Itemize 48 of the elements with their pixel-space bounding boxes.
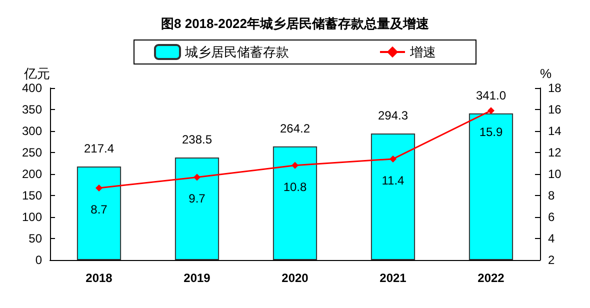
y2-tick-label: 18 [548,81,562,95]
bar [370,133,416,260]
data-label: 10.8 [283,180,307,194]
y-tick-label: 250 [22,146,42,160]
x-tick-label: 2020 [282,271,309,285]
y2-tick-label: 10 [548,167,562,181]
x-tick-label: 2019 [184,271,211,285]
y2-tick-label: 12 [548,146,562,160]
point [96,184,102,192]
y-tick-label: 50 [28,232,42,246]
y-axis-title: 亿元 [23,66,50,81]
bar [76,166,122,260]
point [292,162,298,169]
data-label: 9.7 [188,192,206,206]
data-label: 341.0 [476,88,506,102]
y-tick-label: 150 [22,188,42,202]
y-tick-label: 400 [22,81,42,95]
y2-axis-title: % [540,66,552,81]
data-label: 15.9 [479,125,503,140]
y2-tick-label: 14 [548,124,562,138]
data-label: 217.4 [84,142,114,156]
y-tick-label: 0 [35,253,42,267]
point [194,174,200,181]
y-tick-label: 200 [22,167,42,181]
chart-title: 图8 2018-2022年城乡居民储蓄存款总量及增速 [160,16,430,31]
data-label: 8.7 [90,202,108,216]
y2-tick-label: 4 [548,232,555,246]
x-tick-label: 2021 [380,271,407,285]
y2-tick-label: 2 [548,253,555,267]
data-label: 294.3 [378,108,408,122]
y2-tick-label: 16 [548,102,562,116]
legend-label: 增速 [409,44,436,60]
bar [272,146,318,260]
x-tick-label: 2018 [86,271,113,285]
data-label: 264.2 [280,121,310,136]
y-tick-label: 350 [22,102,42,116]
x-tick-label: 2022 [478,271,505,285]
legend-label: 城乡居民储蓄存款 [184,44,289,60]
point [488,107,494,114]
bar [174,157,220,260]
data-label: 11.4 [382,173,405,188]
y-tick-label: 100 [22,210,42,224]
bar [468,113,514,260]
point [390,155,396,162]
y2-tick-label: 6 [548,210,555,224]
y-tick-label: 300 [22,124,42,138]
data-label: 238.5 [182,132,212,146]
y2-tick-label: 8 [548,188,555,202]
